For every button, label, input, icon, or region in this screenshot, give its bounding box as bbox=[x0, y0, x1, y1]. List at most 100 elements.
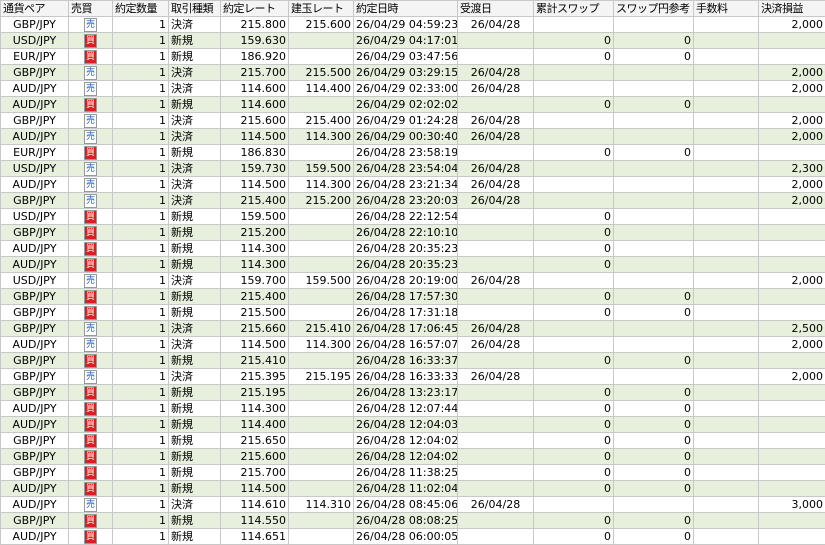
empty-cell bbox=[613, 240, 694, 257]
trade-row[interactable]: GBP/JPY 買 1 新規 215.700 26/04/28 11:38:25 0 0 bbox=[0, 464, 825, 481]
empty-cell bbox=[533, 272, 614, 289]
cell: 215.600 bbox=[288, 16, 354, 33]
trade-row[interactable]: AUD/JPY 売 1 決済 114.610 114.310 26/04/28 08:45:… bbox=[0, 496, 825, 513]
cell: 1 bbox=[112, 96, 169, 113]
side-cell: 売 bbox=[68, 272, 113, 289]
cell: 0 bbox=[613, 416, 694, 433]
side-cell: 買 bbox=[68, 256, 113, 273]
empty-cell bbox=[288, 512, 354, 529]
cell: 215.410 bbox=[288, 320, 354, 337]
cell: GBP/JPY bbox=[0, 304, 69, 321]
cell: 114.550 bbox=[220, 512, 289, 529]
trade-row[interactable]: AUD/JPY 買 1 新規 114.500 26/04/28 11:02:04 0 0 bbox=[0, 480, 825, 497]
trade-row[interactable]: GBP/JPY 買 1 新規 215.400 26/04/28 17:57:30 0 0 bbox=[0, 288, 825, 305]
trade-row[interactable]: AUD/JPY 買 1 新規 114.300 26/04/28 12:07:44 0 0 bbox=[0, 400, 825, 417]
cell: 159.630 bbox=[220, 32, 289, 49]
trade-row[interactable]: GBP/JPY 買 1 新規 215.195 26/04/28 13:23:17 0 0 bbox=[0, 384, 825, 401]
side-badge: 売 bbox=[84, 498, 97, 512]
empty-cell bbox=[693, 176, 759, 193]
side-cell: 売 bbox=[68, 336, 113, 353]
empty-cell bbox=[533, 80, 614, 97]
cell: 215.400 bbox=[288, 112, 354, 129]
cell: 114.310 bbox=[288, 496, 354, 513]
trade-row[interactable]: EUR/JPY 買 1 新規 186.920 26/04/29 03:47:56 0 0 bbox=[0, 48, 825, 65]
trade-row[interactable]: AUD/JPY 買 1 新規 114.300 26/04/28 20:35:23 0 bbox=[0, 256, 825, 273]
cell: 0 bbox=[533, 528, 614, 545]
cell: 0 bbox=[613, 432, 694, 449]
empty-cell bbox=[758, 144, 825, 161]
trade-row[interactable]: GBP/JPY 買 1 新規 215.650 26/04/28 12:04:02 0 0 bbox=[0, 432, 825, 449]
side-badge: 売 bbox=[84, 322, 97, 336]
empty-cell bbox=[693, 240, 759, 257]
trade-row[interactable]: AUD/JPY 売 1 決済 114.600 114.400 26/04/29 02:33:… bbox=[0, 80, 825, 97]
cell: 26/04/28 20:35:23 bbox=[353, 240, 458, 257]
side-cell: 買 bbox=[68, 224, 113, 241]
cell: 114.500 bbox=[220, 336, 289, 353]
trade-row[interactable]: AUD/JPY 買 1 新規 114.651 26/04/28 06:00:05 0 0 bbox=[0, 528, 825, 545]
side-badge: 売 bbox=[84, 130, 97, 144]
trade-row[interactable]: GBP/JPY 売 1 決済 215.395 215.195 26/04/28 16:33:… bbox=[0, 368, 825, 385]
trade-row[interactable]: USD/JPY 買 1 新規 159.630 26/04/29 04:17:01 0 0 bbox=[0, 32, 825, 49]
trade-row[interactable]: GBP/JPY 買 1 新規 215.500 26/04/28 17:31:18 0 0 bbox=[0, 304, 825, 321]
trade-row[interactable]: GBP/JPY 買 1 新規 215.200 26/04/28 22:10:10 0 bbox=[0, 224, 825, 241]
cell: 0 bbox=[533, 416, 614, 433]
cell: 3,000 bbox=[758, 496, 825, 513]
trade-row[interactable]: GBP/JPY 買 1 新規 114.550 26/04/28 08:08:25 0 0 bbox=[0, 512, 825, 529]
empty-cell bbox=[288, 32, 354, 49]
trade-row[interactable]: GBP/JPY 売 1 決済 215.700 215.500 26/04/29 03:29:… bbox=[0, 64, 825, 81]
empty-cell bbox=[758, 240, 825, 257]
empty-cell bbox=[693, 96, 759, 113]
trade-row[interactable]: AUD/JPY 買 1 新規 114.400 26/04/28 12:04:03 0 0 bbox=[0, 416, 825, 433]
empty-cell bbox=[758, 288, 825, 305]
empty-cell bbox=[693, 272, 759, 289]
trade-row[interactable]: AUD/JPY 売 1 決済 114.500 114.300 26/04/28 16:57:… bbox=[0, 336, 825, 353]
cell: AUD/JPY bbox=[0, 128, 69, 145]
trade-row[interactable]: GBP/JPY 売 1 決済 215.400 215.200 26/04/28 23:20:… bbox=[0, 192, 825, 209]
cell: 決済 bbox=[168, 336, 221, 353]
trade-row[interactable]: AUD/JPY 買 1 新規 114.600 26/04/29 02:02:02 0 0 bbox=[0, 96, 825, 113]
trade-row[interactable]: EUR/JPY 買 1 新規 186.830 26/04/28 23:58:19 0 0 bbox=[0, 144, 825, 161]
empty-cell bbox=[693, 48, 759, 65]
trade-row[interactable]: GBP/JPY 買 1 新規 215.410 26/04/28 16:33:37 0 0 bbox=[0, 352, 825, 369]
cell: EUR/JPY bbox=[0, 48, 69, 65]
empty-cell bbox=[613, 64, 694, 81]
cell: AUD/JPY bbox=[0, 528, 69, 545]
empty-cell bbox=[693, 208, 759, 225]
side-cell: 売 bbox=[68, 128, 113, 145]
side-badge: 買 bbox=[84, 290, 97, 304]
cell: 1 bbox=[112, 496, 169, 513]
cell: 26/04/28 bbox=[457, 496, 534, 513]
cell: 決済 bbox=[168, 496, 221, 513]
cell: 0 bbox=[533, 208, 614, 225]
cell: 決済 bbox=[168, 368, 221, 385]
trade-row[interactable]: AUD/JPY 売 1 決済 114.500 114.300 26/04/28 23:21:… bbox=[0, 176, 825, 193]
trade-row[interactable]: GBP/JPY 買 1 新規 215.600 26/04/28 12:04:02 0 0 bbox=[0, 448, 825, 465]
trade-row[interactable]: AUD/JPY 売 1 決済 114.500 114.300 26/04/29 00:30:… bbox=[0, 128, 825, 145]
side-badge: 買 bbox=[84, 34, 97, 48]
empty-cell bbox=[693, 160, 759, 177]
side-badge: 買 bbox=[84, 466, 97, 480]
empty-cell bbox=[758, 256, 825, 273]
side-cell: 売 bbox=[68, 368, 113, 385]
trade-row[interactable]: USD/JPY 売 1 決済 159.700 159.500 26/04/28 20:19:… bbox=[0, 272, 825, 289]
cell: 0 bbox=[613, 400, 694, 417]
trade-row[interactable]: USD/JPY 売 1 決済 159.730 159.500 26/04/28 23:54:… bbox=[0, 160, 825, 177]
cell: 0 bbox=[533, 448, 614, 465]
cell: 26/04/28 22:12:54 bbox=[353, 208, 458, 225]
empty-cell bbox=[457, 352, 534, 369]
trade-row[interactable]: AUD/JPY 買 1 新規 114.300 26/04/28 20:35:23 0 bbox=[0, 240, 825, 257]
cell: 新規 bbox=[168, 464, 221, 481]
side-badge: 買 bbox=[84, 530, 97, 544]
trade-row[interactable]: USD/JPY 買 1 新規 159.500 26/04/28 22:12:54 0 bbox=[0, 208, 825, 225]
empty-cell bbox=[457, 96, 534, 113]
trade-row[interactable]: GBP/JPY 売 1 決済 215.660 215.410 26/04/28 17:06:… bbox=[0, 320, 825, 337]
cell: 26/04/29 02:33:00 bbox=[353, 80, 458, 97]
empty-cell bbox=[693, 432, 759, 449]
column-header: 建玉レート bbox=[288, 0, 354, 17]
trade-row[interactable]: GBP/JPY 売 1 決済 215.800 215.600 26/04/29 04:59:… bbox=[0, 16, 825, 33]
cell: GBP/JPY bbox=[0, 192, 69, 209]
trade-row[interactable]: GBP/JPY 売 1 決済 215.600 215.400 26/04/29 01:24:… bbox=[0, 112, 825, 129]
cell: USD/JPY bbox=[0, 208, 69, 225]
cell: 2,000 bbox=[758, 64, 825, 81]
